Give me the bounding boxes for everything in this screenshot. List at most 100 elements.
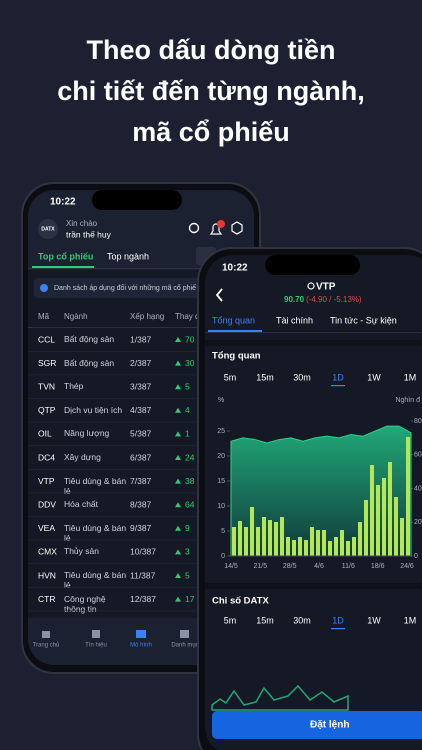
- stock-code: VEA: [38, 523, 55, 533]
- nav-label[interactable]: Trang chủ: [33, 642, 60, 649]
- status-time: 10:22: [222, 263, 248, 274]
- timeframe[interactable]: 1D: [332, 615, 344, 625]
- x-tick-label: 4/6: [314, 563, 324, 570]
- stock-code: HVN: [38, 570, 56, 580]
- sector-cell: Tiêu dùng & bán lẻ: [64, 570, 126, 590]
- row-divider: [28, 421, 254, 423]
- notch: [92, 190, 182, 210]
- user-name: trần thế huy: [66, 229, 112, 239]
- x-tick-label: 18/6: [371, 563, 385, 570]
- tab[interactable]: Tài chính: [276, 315, 313, 325]
- bar: [364, 500, 368, 556]
- change: 4: [185, 405, 190, 415]
- up-arrow: [175, 525, 181, 531]
- bar: [322, 530, 326, 556]
- tab-indicator: [208, 330, 262, 332]
- bar: [310, 527, 314, 556]
- x-tick-label: 11/6: [342, 563, 355, 570]
- timeframe[interactable]: 1M: [404, 615, 417, 625]
- order-button[interactable]: [212, 711, 422, 739]
- row-divider: [28, 492, 254, 494]
- bar: [274, 522, 278, 556]
- headline-line: chi tiết đến từng ngành,: [57, 76, 365, 106]
- search-icon[interactable]: [307, 282, 315, 290]
- bar: [346, 541, 350, 556]
- price-change: (-4.90 / -5.13%): [306, 295, 362, 304]
- tab[interactable]: Tin tức - Sự kiện: [330, 315, 397, 325]
- tab[interactable]: Top ngành: [107, 251, 149, 261]
- nav-icon[interactable]: [42, 631, 50, 638]
- gap: [205, 340, 422, 346]
- column-header: Ngành: [64, 312, 88, 321]
- sector: Hóa chất: [64, 499, 99, 510]
- y-tick-label: 15: [217, 478, 225, 485]
- y2-tick-label: 60: [414, 452, 422, 459]
- sector: Dịch vụ tiện ích: [64, 404, 123, 415]
- timeframe[interactable]: 15m: [256, 615, 274, 625]
- nav-icon[interactable]: [136, 630, 146, 638]
- sector: Bất động sản: [64, 357, 115, 368]
- tab[interactable]: Top cổ phiếu: [38, 251, 93, 261]
- nav-label[interactable]: Danh mục: [171, 643, 198, 649]
- box-icon[interactable]: [231, 221, 243, 235]
- up-arrow: [175, 384, 181, 390]
- rank: 7/387: [130, 476, 152, 486]
- sector-cell: Xây dựng: [64, 452, 101, 462]
- timeframe[interactable]: 5m: [224, 372, 237, 382]
- row-divider: [28, 610, 254, 612]
- y2-tick-label: 80: [414, 418, 422, 425]
- bar: [292, 540, 296, 556]
- timeframe[interactable]: 1M: [404, 372, 417, 382]
- timeframe[interactable]: 1W: [367, 372, 381, 382]
- row-divider: [28, 469, 254, 470]
- divider: [28, 327, 254, 328]
- stock-code: QTP: [38, 405, 56, 415]
- change: 9: [185, 523, 190, 533]
- rank: 11/387: [130, 570, 156, 580]
- nav-icon[interactable]: [180, 630, 189, 638]
- tab-indicator: [32, 266, 94, 268]
- rank: 2/387: [130, 358, 152, 368]
- price: 90.70: [284, 295, 305, 304]
- change: 1: [185, 429, 190, 439]
- stock-code: CTR: [38, 594, 55, 604]
- headline-line: mã cổ phiếu: [132, 117, 290, 147]
- nav-label[interactable]: Mô hình: [130, 643, 152, 649]
- change: 70: [185, 334, 195, 344]
- bar: [256, 527, 260, 556]
- up-arrow: [175, 407, 181, 413]
- nav-label[interactable]: Tín hiệu: [85, 643, 107, 649]
- stock-code: SGR: [38, 358, 56, 368]
- sector-cell: Bất động sản: [64, 334, 114, 344]
- mini-chart: [211, 684, 349, 711]
- search-icon[interactable]: [188, 222, 200, 234]
- nav-icon[interactable]: [92, 630, 100, 638]
- tab[interactable]: Tổng quan: [212, 315, 255, 325]
- column-header: Thay đ: [175, 312, 200, 321]
- timeframe[interactable]: 5m: [224, 615, 237, 625]
- rank: 4/387: [130, 405, 152, 415]
- button-label[interactable]: Đặt lệnh: [310, 720, 349, 731]
- x-tick-label: 28/5: [283, 563, 297, 570]
- notch: [265, 255, 360, 275]
- timeframe-indicator: [331, 385, 345, 387]
- timeframe[interactable]: 30m: [293, 615, 311, 625]
- back-button[interactable]: [215, 288, 223, 302]
- change: 64: [185, 499, 195, 509]
- change: 17: [185, 594, 195, 604]
- timeframe[interactable]: 1D: [332, 372, 344, 382]
- headline: Theo dấu dòng tiền chi tiết đến từng ngàn…: [57, 35, 365, 147]
- row-divider: [28, 516, 254, 517]
- bar: [370, 465, 374, 556]
- sector-cell: Thép: [64, 381, 83, 391]
- up-arrow: [175, 455, 181, 460]
- status-time: 10:22: [50, 197, 76, 208]
- bar: [334, 537, 338, 556]
- timeframe-indicator: [331, 628, 345, 630]
- timeframe[interactable]: 30m: [293, 372, 311, 382]
- change: 24: [185, 452, 195, 462]
- timeframe[interactable]: 15m: [256, 372, 274, 382]
- avatar: [38, 219, 58, 239]
- timeframe[interactable]: 1W: [367, 615, 381, 625]
- bell-icon[interactable]: [209, 223, 223, 235]
